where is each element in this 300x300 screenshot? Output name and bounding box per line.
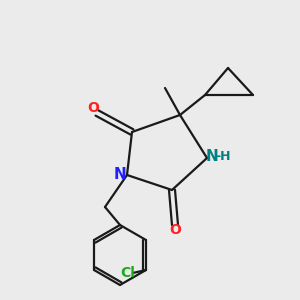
Text: O: O bbox=[170, 224, 182, 237]
Text: N: N bbox=[206, 149, 219, 164]
Text: -H: -H bbox=[216, 150, 231, 163]
Text: Cl: Cl bbox=[120, 266, 135, 280]
Text: O: O bbox=[88, 101, 99, 116]
Text: N: N bbox=[114, 167, 127, 182]
